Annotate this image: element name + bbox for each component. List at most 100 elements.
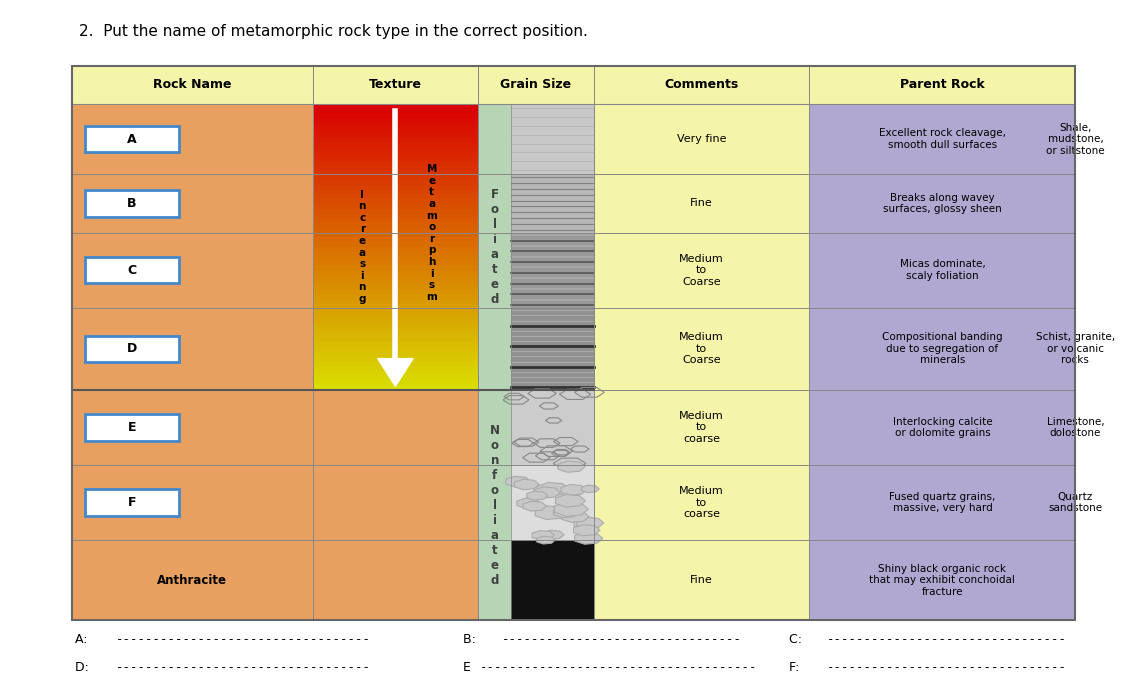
Text: Compositional banding
due to segregation of
minerals: Compositional banding due to segregation… (882, 332, 1002, 365)
Bar (313, 228, 478, 233)
Text: --------------------------------: -------------------------------- (502, 633, 741, 646)
Bar (313, 104, 478, 109)
Bar (313, 247, 478, 252)
Text: Medium
to
Coarse: Medium to Coarse (680, 254, 723, 287)
Bar (313, 109, 478, 114)
Text: 2.  Put the name of metamorphic rock type in the correct position.: 2. Put the name of metamorphic rock type… (79, 24, 587, 40)
Polygon shape (516, 498, 541, 508)
Bar (313, 142, 478, 147)
Bar (72, 541, 313, 620)
Text: F
o
l
i
a
t
e
d: F o l i a t e d (490, 188, 498, 306)
Text: N
o
n
f
o
l
i
a
t
e
d: N o n f o l i a t e d (489, 423, 500, 586)
Text: D: D (127, 342, 137, 356)
Bar (72, 389, 313, 465)
Polygon shape (536, 506, 568, 520)
Polygon shape (554, 507, 578, 518)
Bar (84, 126, 179, 152)
Bar (84, 191, 179, 217)
Bar (313, 66, 478, 104)
Bar (313, 175, 478, 180)
Text: C:: C: (789, 633, 806, 646)
Bar (511, 541, 594, 620)
Bar (594, 175, 809, 233)
Polygon shape (561, 511, 590, 523)
Bar (313, 114, 478, 119)
Polygon shape (537, 536, 555, 544)
Text: Breaks along wavey
surfaces, glossy sheen: Breaks along wavey surfaces, glossy shee… (883, 193, 1001, 214)
Bar (72, 66, 313, 104)
Text: --------------------------------: -------------------------------- (827, 661, 1068, 674)
Polygon shape (378, 358, 413, 386)
Polygon shape (514, 480, 539, 490)
Bar (594, 465, 809, 541)
Bar (313, 295, 478, 299)
Text: Fused quartz grains,
massive, very hard: Fused quartz grains, massive, very hard (889, 492, 996, 514)
Bar (809, 541, 1076, 620)
Bar (72, 66, 1076, 620)
Bar (313, 242, 478, 247)
Bar (313, 376, 478, 380)
Bar (313, 313, 478, 318)
Bar (313, 195, 478, 199)
Bar (511, 465, 594, 541)
Bar (313, 290, 478, 295)
Bar (313, 541, 478, 620)
Bar (313, 185, 478, 190)
Text: F: F (127, 496, 136, 509)
Bar (313, 309, 478, 313)
Polygon shape (506, 476, 531, 486)
Text: Fine: Fine (690, 198, 713, 209)
Bar (313, 318, 478, 323)
Bar (313, 218, 478, 223)
Text: A:: A: (75, 633, 91, 646)
Bar (313, 199, 478, 204)
Polygon shape (575, 532, 603, 544)
Bar (313, 465, 478, 541)
Text: Fine: Fine (690, 575, 713, 585)
Polygon shape (582, 485, 600, 493)
Text: C: C (127, 263, 136, 277)
Text: Quartz
sandstone: Quartz sandstone (1048, 492, 1102, 514)
Polygon shape (558, 461, 585, 473)
Polygon shape (542, 530, 564, 539)
Bar (594, 308, 809, 389)
Bar (313, 389, 478, 465)
Bar (478, 389, 594, 620)
Text: ----------------------------------: ---------------------------------- (116, 661, 371, 674)
Bar (313, 366, 478, 371)
Bar (594, 233, 809, 308)
Bar (313, 223, 478, 228)
Bar (313, 280, 478, 285)
Bar (313, 333, 478, 337)
Bar (313, 351, 478, 356)
Bar (313, 275, 478, 280)
Bar (313, 371, 478, 376)
Bar (313, 342, 478, 347)
Text: Interlocking calcite
or dolomite grains: Interlocking calcite or dolomite grains (892, 416, 992, 438)
Bar (313, 137, 478, 142)
Bar (313, 237, 478, 242)
Bar (313, 261, 478, 266)
Bar (313, 337, 478, 342)
Bar (594, 66, 809, 104)
Bar (313, 213, 478, 218)
Bar (313, 299, 478, 304)
Bar (313, 123, 478, 128)
Bar (313, 128, 478, 132)
Bar (511, 389, 594, 465)
Polygon shape (574, 525, 600, 536)
Bar (313, 209, 478, 213)
Polygon shape (538, 482, 569, 495)
Text: Anthracite: Anthracite (158, 574, 227, 587)
Polygon shape (555, 502, 588, 516)
Text: Limestone,
dolostone: Limestone, dolostone (1046, 416, 1105, 438)
Bar (72, 104, 313, 175)
Bar (313, 161, 478, 166)
Text: Parent Rock: Parent Rock (900, 78, 984, 91)
Bar (809, 104, 1076, 175)
Bar (313, 147, 478, 152)
Bar (478, 66, 594, 104)
Text: B:: B: (464, 633, 480, 646)
Bar (72, 465, 313, 541)
Text: Shale,
mudstone,
or siltstone: Shale, mudstone, or siltstone (1046, 123, 1105, 156)
